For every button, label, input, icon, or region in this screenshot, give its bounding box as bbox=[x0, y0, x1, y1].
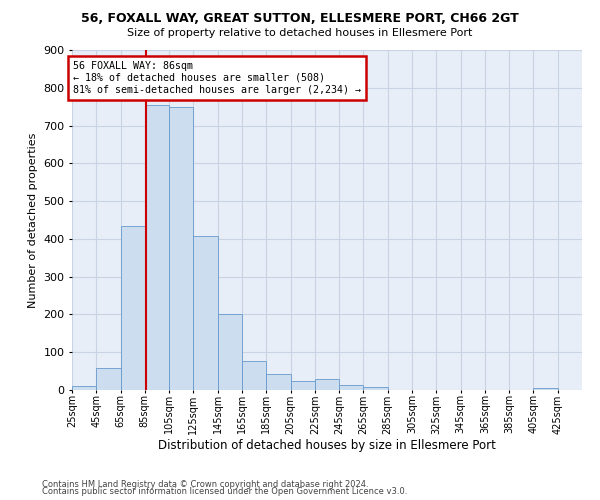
Text: Contains HM Land Registry data © Crown copyright and database right 2024.: Contains HM Land Registry data © Crown c… bbox=[42, 480, 368, 489]
Bar bbox=[364, 387, 388, 390]
Y-axis label: Number of detached properties: Number of detached properties bbox=[28, 132, 38, 308]
Bar bbox=[290, 380, 315, 390]
Bar bbox=[145, 105, 169, 390]
Bar bbox=[121, 226, 145, 390]
Text: 56 FOXALL WAY: 86sqm
← 18% of detached houses are smaller (508)
81% of semi-deta: 56 FOXALL WAY: 86sqm ← 18% of detached h… bbox=[73, 62, 361, 94]
Text: Size of property relative to detached houses in Ellesmere Port: Size of property relative to detached ho… bbox=[127, 28, 473, 38]
Bar bbox=[72, 386, 96, 390]
Text: Contains public sector information licensed under the Open Government Licence v3: Contains public sector information licen… bbox=[42, 487, 407, 496]
Bar bbox=[266, 374, 290, 390]
Bar bbox=[96, 368, 121, 390]
Bar bbox=[193, 236, 218, 390]
Bar bbox=[169, 106, 193, 390]
X-axis label: Distribution of detached houses by size in Ellesmere Port: Distribution of detached houses by size … bbox=[158, 439, 496, 452]
Bar bbox=[315, 380, 339, 390]
Bar bbox=[242, 360, 266, 390]
Bar bbox=[533, 388, 558, 390]
Bar bbox=[339, 386, 364, 390]
Bar bbox=[218, 314, 242, 390]
Text: 56, FOXALL WAY, GREAT SUTTON, ELLESMERE PORT, CH66 2GT: 56, FOXALL WAY, GREAT SUTTON, ELLESMERE … bbox=[81, 12, 519, 26]
